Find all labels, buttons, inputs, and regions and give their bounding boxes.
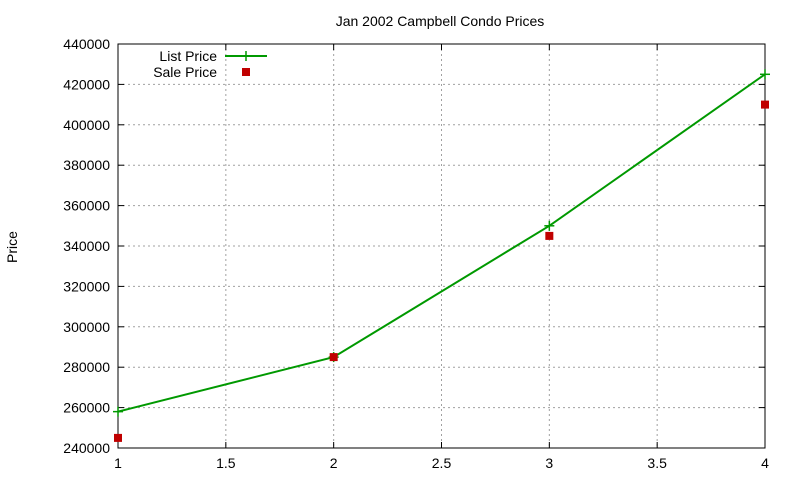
legend-label-sale-price: Sale Price (153, 64, 217, 80)
chart-title: Jan 2002 Campbell Condo Prices (336, 13, 545, 29)
list-price-point (113, 406, 123, 417)
x-tick-label: 3 (545, 455, 553, 471)
y-tick-label: 340000 (63, 238, 110, 254)
y-tick-label: 260000 (63, 400, 110, 416)
list-price-point (544, 220, 555, 231)
x-tick-label: 3.5 (647, 455, 667, 471)
legend-swatch-marker-list-price (241, 51, 251, 61)
y-tick-label: 360000 (63, 198, 110, 214)
sale-price-point (761, 100, 769, 109)
x-tick-label: 1.5 (216, 455, 236, 471)
plot-frame (117, 43, 766, 449)
grid (118, 44, 765, 448)
y-tick-label: 240000 (63, 440, 110, 456)
y-axis-label: Price (4, 231, 20, 263)
list-price-point (760, 69, 770, 80)
sale-price-point (545, 231, 554, 240)
sale-price-point (329, 353, 338, 362)
legend-label-list-price: List Price (159, 48, 217, 64)
legend-swatch-marker-sale-price (242, 68, 250, 76)
y-tick-label: 400000 (63, 117, 110, 133)
y-tick-label: 300000 (63, 319, 110, 335)
y-tick-label: 380000 (63, 157, 110, 173)
y-tick-label: 420000 (63, 76, 110, 92)
y-tick-label: 440000 (63, 36, 110, 52)
x-tick-label: 4 (761, 455, 769, 471)
x-tick-label: 2 (330, 455, 338, 471)
list-price-line (117, 73, 766, 413)
y-tick-label: 280000 (63, 359, 110, 375)
x-tick-label: 1 (114, 455, 122, 471)
y-tick-label: 320000 (63, 278, 110, 294)
x-tick-label: 2.5 (432, 455, 452, 471)
axis-ticks: 1 1.5 2 2.5 3 3.5 4 240000 260000 280000 300000 320… (63, 36, 769, 471)
series-layer (113, 69, 770, 442)
sale-price-point (114, 433, 122, 442)
